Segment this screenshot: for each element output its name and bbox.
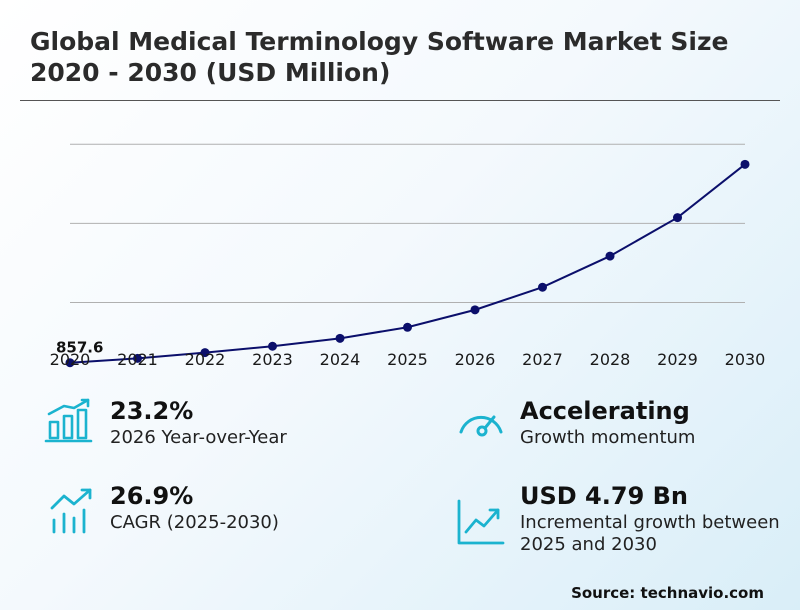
stat-incremental: USD 4.79 Bn Incremental growth between 2… [520, 482, 780, 556]
data-point [65, 358, 75, 368]
data-point [605, 251, 615, 261]
stat-cagr-label: CAGR (2025-2030) [110, 512, 279, 533]
data-point [673, 213, 682, 223]
data-point [403, 322, 412, 332]
stat-momentum-value: Accelerating [520, 397, 690, 425]
trend-bars-icon [50, 488, 92, 534]
x-tick-label: 2027 [522, 350, 563, 369]
x-tick-label: 2021 [117, 350, 158, 369]
x-tick-label: 2029 [657, 350, 698, 369]
x-tick-label: 2024 [320, 350, 361, 369]
bar-growth-icon [44, 398, 93, 443]
x-tick-label: 2020 [50, 350, 91, 369]
data-point [268, 341, 277, 351]
x-tick-label: 2022 [185, 350, 226, 369]
data-point [470, 305, 480, 315]
data-point [538, 282, 547, 292]
series-line [69, 163, 746, 364]
stat-yoy-label: 2026 Year-over-Year [110, 427, 287, 448]
data-point [133, 353, 142, 363]
stat-cagr-value: 26.9% [110, 482, 194, 510]
gauge-icon [459, 415, 503, 437]
x-tick-label: 2023 [252, 350, 293, 369]
data-label: 857.6 [56, 339, 103, 357]
data-point [200, 348, 210, 358]
chart-trend-icon [457, 499, 505, 545]
stat-momentum-label: Growth momentum [520, 427, 696, 448]
stat-yoy-value: 23.2% [110, 397, 194, 425]
title-divider [20, 100, 780, 101]
chart-title: Global Medical Terminology Software Mark… [30, 27, 729, 87]
stat-incremental-label: Incremental growth between 2025 and 2030 [520, 512, 780, 555]
source-note: Source: technavio.com [571, 584, 764, 602]
stat-momentum: Accelerating Growth momentum [520, 397, 695, 449]
stat-incremental-value: USD 4.79 Bn [520, 482, 688, 510]
x-tick-label: 2030 [725, 350, 766, 369]
data-point [335, 333, 345, 343]
line-chart: 2020 2021 2022 2023 2024 2025 2026 2027 2028 2029… [50, 143, 766, 369]
x-tick-label: 2028 [590, 350, 631, 369]
data-point [740, 159, 750, 169]
x-tick-label: 2025 [387, 350, 428, 369]
stat-yoy: 23.2% 2026 Year-over-Year [110, 397, 287, 449]
stat-cagr: 26.9% CAGR (2025-2030) [110, 482, 279, 534]
x-tick-label: 2026 [455, 350, 496, 369]
